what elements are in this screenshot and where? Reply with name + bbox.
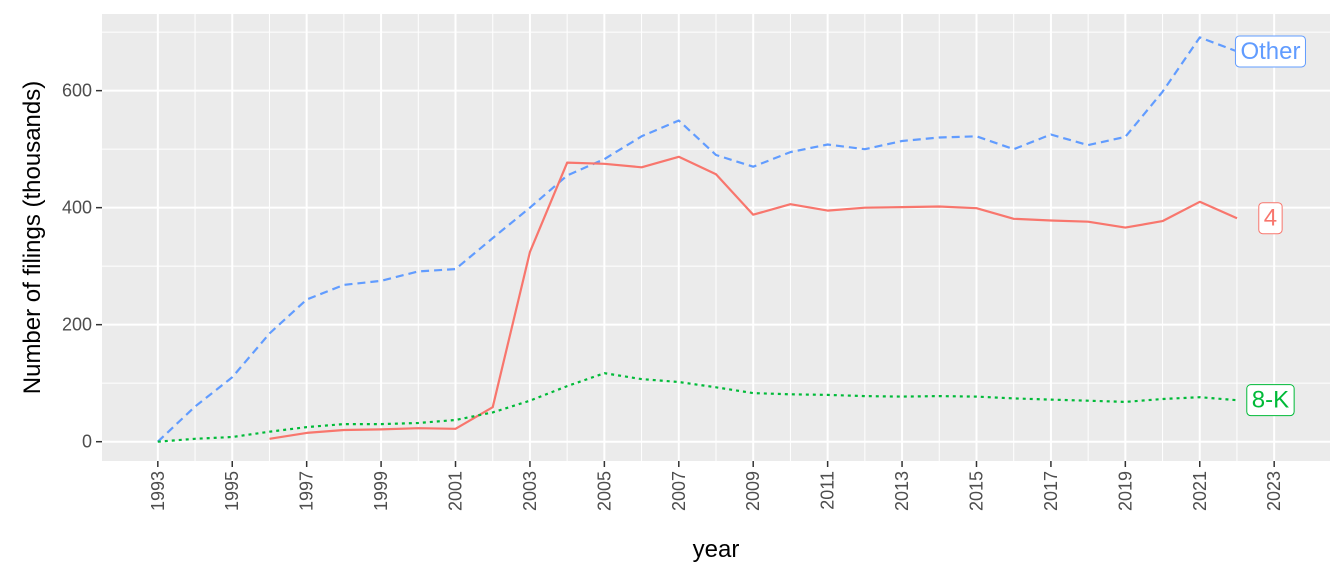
x-axis-title: year (693, 536, 740, 563)
series-line-other (157, 36, 1238, 443)
x-tick-label: 2013 (892, 471, 912, 511)
x-tick-label: 2011 (818, 471, 838, 510)
x-tick-label: 2023 (1264, 471, 1284, 511)
x-tick-label: 1999 (371, 471, 391, 511)
x-tick-label: 2015 (966, 471, 986, 511)
series-label-box (1246, 384, 1295, 417)
x-tick-label: 2007 (669, 471, 689, 511)
x-tick-label: 2001 (446, 471, 466, 511)
x-tick-label: 2003 (520, 471, 540, 511)
x-tick-label: 1997 (297, 471, 317, 511)
series-label-4: 4 (1258, 202, 1283, 235)
x-axis: 1993 1995 1997 1999 2001 2003 2005 2007 2009 2011… (148, 461, 1284, 511)
series-label-text: Other (1240, 38, 1300, 65)
series-line-4 (269, 155, 1238, 440)
series-label-box (1258, 202, 1283, 235)
x-tick-label: 2005 (594, 471, 614, 511)
series-label-box (1234, 35, 1306, 68)
x-tick-label: 2019 (1115, 471, 1135, 511)
series-label-8-k: 8-K (1246, 384, 1295, 417)
series-label-text: 8-K (1252, 387, 1289, 414)
x-tick-label: 2021 (1190, 471, 1210, 511)
y-axis-title: Number of filings (thousands) (19, 81, 46, 394)
x-tick-label: 1995 (222, 471, 242, 511)
series-labels: Other 4 8-K (1234, 35, 1306, 417)
y-tick-label: 200 (62, 315, 92, 335)
x-tick-label: 2009 (743, 471, 763, 511)
series-label-other: Other (1234, 35, 1306, 68)
y-tick-label: 400 (62, 198, 92, 218)
x-tick-label: 2017 (1041, 471, 1061, 511)
y-tick-label: 0 (82, 432, 92, 452)
x-tick-label: 1993 (148, 471, 168, 511)
y-axis: 0 200 400 600 (62, 81, 102, 452)
series-lines (157, 36, 1238, 443)
series-label-text: 4 (1264, 205, 1277, 232)
series-line-8-k (157, 372, 1238, 443)
y-tick-label: 600 (62, 81, 92, 101)
